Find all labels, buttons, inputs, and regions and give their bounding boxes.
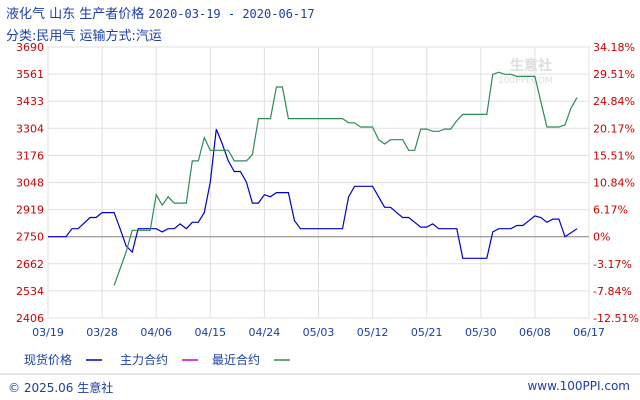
y-left-tick-label: 3048 (16, 177, 44, 190)
copyright-text: © 2025.06 生意社 (8, 381, 114, 395)
chart-subtitle: 分类:民用气 运输方式:汽运 (6, 29, 162, 44)
y-right-tick-label: 20.17% (593, 122, 635, 135)
series-line-0 (48, 128, 578, 259)
legend-label: 现货价格 (24, 352, 72, 367)
x-tick-label: 05/30 (465, 326, 497, 339)
x-tick-label: 04/06 (140, 326, 172, 339)
legend-label: 最近合约 (212, 352, 260, 367)
x-tick-label: 04/24 (249, 326, 281, 339)
chart-title: 液化气 山东 生产者价格 2020-03-19 - 2020-06-17 (6, 3, 315, 22)
footer-url[interactable]: www.100PPI.com (527, 379, 630, 393)
x-tick-label: 03/28 (86, 326, 118, 339)
x-tick-label: 05/12 (357, 326, 389, 339)
y-right-tick-label: -12.51% (593, 312, 639, 325)
x-tick-label: 06/08 (519, 326, 551, 339)
y-left-tick-label: 3561 (16, 68, 44, 81)
y-right-tick-label: 15.51% (593, 149, 635, 162)
y-right-tick-label: 34.18% (593, 41, 635, 54)
watermark-url: 100PPI.COM (498, 76, 553, 86)
y-left-tick-label: 3690 (16, 41, 44, 54)
x-tick-label: 04/15 (194, 326, 226, 339)
y-left-tick-label: 2534 (16, 285, 44, 298)
x-tick-label: 05/21 (411, 326, 443, 339)
watermark-text: 生意社 (510, 57, 552, 74)
y-left-tick-label: 2750 (16, 231, 44, 244)
y-left-tick-label: 3176 (16, 149, 44, 162)
y-right-tick-label: 24.84% (593, 95, 635, 108)
y-right-tick-label: -3.17% (593, 258, 632, 271)
y-right-tick-label: 0% (593, 231, 610, 244)
series-line-2 (113, 71, 578, 286)
y-left-tick-label: 3304 (16, 122, 44, 135)
y-right-tick-label: 10.84% (593, 177, 635, 190)
x-tick-label: 03/19 (32, 326, 64, 339)
x-tick-label: 05/03 (303, 326, 335, 339)
y-left-tick-label: 2919 (16, 204, 44, 217)
y-left-tick-label: 2662 (16, 258, 44, 271)
title-text: 液化气 山东 生产者价格 (6, 7, 145, 22)
y-right-tick-label: -7.84% (593, 285, 632, 298)
y-left-tick-label: 3433 (16, 95, 44, 108)
x-tick-label: 06/17 (573, 326, 605, 339)
y-left-tick-label: 2406 (16, 312, 44, 325)
legend-label: 主力合约 (120, 352, 168, 367)
date-range: 2020-03-19 - 2020-06-17 (148, 7, 315, 21)
y-right-tick-label: 6.17% (593, 204, 628, 217)
y-right-tick-label: 29.51% (593, 68, 635, 81)
